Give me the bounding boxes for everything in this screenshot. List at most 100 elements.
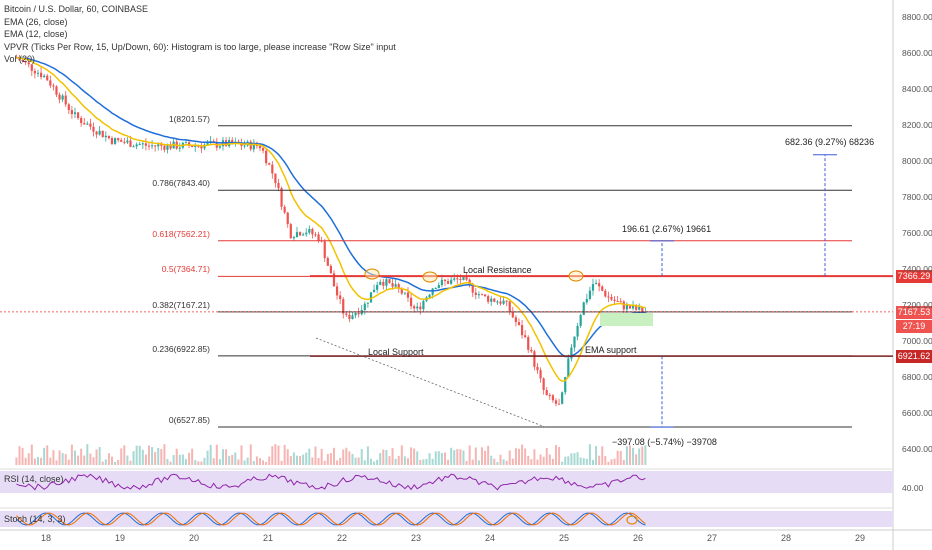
candle-body bbox=[33, 70, 36, 74]
y-tick-label: 7000.00 bbox=[902, 336, 932, 346]
volume-bar bbox=[172, 454, 175, 465]
volume-bar bbox=[206, 450, 209, 465]
volume-bar bbox=[425, 459, 428, 465]
volume-bar bbox=[558, 447, 561, 465]
volume-bar bbox=[15, 457, 18, 465]
candle-body bbox=[409, 297, 413, 307]
candle-body bbox=[95, 131, 98, 135]
volume-bar bbox=[459, 449, 462, 465]
candle-body bbox=[403, 292, 406, 294]
x-tick-label: 20 bbox=[188, 533, 199, 543]
volume-bar bbox=[484, 450, 487, 465]
candle-body bbox=[397, 284, 400, 289]
stoch-marker bbox=[626, 515, 638, 525]
candle-body bbox=[98, 130, 101, 135]
candle-body bbox=[351, 315, 354, 320]
volume-bar bbox=[644, 445, 647, 465]
volume-bar bbox=[225, 449, 228, 465]
candle-body bbox=[169, 144, 172, 149]
volume-bar bbox=[77, 455, 80, 465]
candle-body bbox=[332, 273, 336, 287]
measure-down-label: −397.08 (−5.74%) −39708 bbox=[612, 437, 717, 447]
candle-body bbox=[601, 286, 604, 291]
volume-bar bbox=[252, 461, 255, 465]
candle-body bbox=[329, 265, 332, 274]
volume-bar bbox=[262, 460, 265, 465]
volume-bar bbox=[447, 459, 450, 465]
volume-bar bbox=[514, 448, 517, 465]
candle-body bbox=[292, 237, 295, 239]
volume-bar bbox=[141, 449, 144, 465]
candle-body bbox=[339, 295, 342, 300]
y-tick-label: 8800.00 bbox=[902, 12, 932, 22]
candle-body bbox=[557, 403, 561, 405]
candle-body bbox=[89, 123, 92, 127]
y-tick-label: 6800.00 bbox=[902, 372, 932, 382]
volume-bar bbox=[339, 457, 342, 465]
volume-bar bbox=[98, 447, 101, 465]
volume-bar bbox=[517, 448, 520, 465]
volume-bar bbox=[524, 448, 527, 465]
volume-bar bbox=[292, 452, 295, 465]
y-tick-label: 6600.00 bbox=[902, 408, 932, 418]
volume-bar bbox=[231, 454, 234, 465]
volume-bar bbox=[132, 451, 135, 465]
x-tick-label: 27 bbox=[706, 533, 717, 543]
candle-body bbox=[480, 294, 484, 296]
candle-body bbox=[413, 306, 416, 309]
volume-bar bbox=[638, 448, 641, 465]
volume-bar bbox=[46, 445, 49, 465]
candle-body bbox=[443, 279, 447, 282]
volume-bar bbox=[138, 445, 141, 465]
volume-bar bbox=[70, 444, 73, 465]
candle-body bbox=[613, 299, 616, 301]
volume-bar bbox=[80, 448, 83, 465]
volume-bar bbox=[271, 446, 274, 465]
candle-body bbox=[419, 306, 422, 310]
candle-body bbox=[564, 376, 567, 393]
volume-bar bbox=[178, 454, 181, 465]
volume-bar bbox=[191, 448, 194, 465]
volume-bar bbox=[601, 446, 604, 465]
volume-bar bbox=[527, 455, 530, 465]
volume-bar bbox=[437, 451, 440, 465]
candle-body bbox=[36, 72, 40, 74]
candle-body bbox=[298, 232, 302, 236]
candle-body bbox=[317, 234, 320, 241]
candle-body bbox=[123, 141, 126, 143]
volume-bar bbox=[487, 445, 490, 465]
candle-body bbox=[302, 234, 305, 236]
candle-body bbox=[107, 135, 110, 139]
volume-bar bbox=[117, 460, 120, 465]
candle-body bbox=[83, 123, 86, 125]
volume-bar bbox=[332, 447, 335, 465]
candle-body bbox=[104, 135, 107, 138]
candle-body bbox=[530, 349, 533, 352]
stoch-k-line bbox=[16, 512, 646, 526]
volume-bar bbox=[450, 447, 453, 465]
volume-bar bbox=[443, 452, 446, 465]
volume-bar bbox=[622, 459, 625, 465]
candle-body bbox=[635, 305, 638, 310]
candle-body bbox=[305, 232, 308, 235]
candle-body bbox=[110, 138, 114, 144]
candle-body bbox=[638, 306, 641, 310]
candle-body bbox=[431, 288, 434, 295]
y-tick-label: 7800.00 bbox=[902, 192, 932, 202]
candle-body bbox=[129, 140, 132, 147]
volume-bar bbox=[521, 444, 524, 465]
candle-body bbox=[240, 143, 243, 146]
candle-body bbox=[21, 60, 24, 62]
y-tick-label: 8600.00 bbox=[902, 48, 932, 58]
support-zone bbox=[600, 313, 653, 326]
candle-body bbox=[348, 314, 351, 320]
volume-bar bbox=[212, 458, 215, 465]
candle-body bbox=[499, 301, 502, 304]
volume-bar bbox=[329, 453, 332, 465]
resistance-touch-marker bbox=[364, 268, 380, 280]
candle-body bbox=[92, 126, 95, 132]
candle-body bbox=[39, 72, 43, 78]
volume-bar bbox=[354, 457, 357, 465]
volume-bar bbox=[613, 458, 616, 465]
